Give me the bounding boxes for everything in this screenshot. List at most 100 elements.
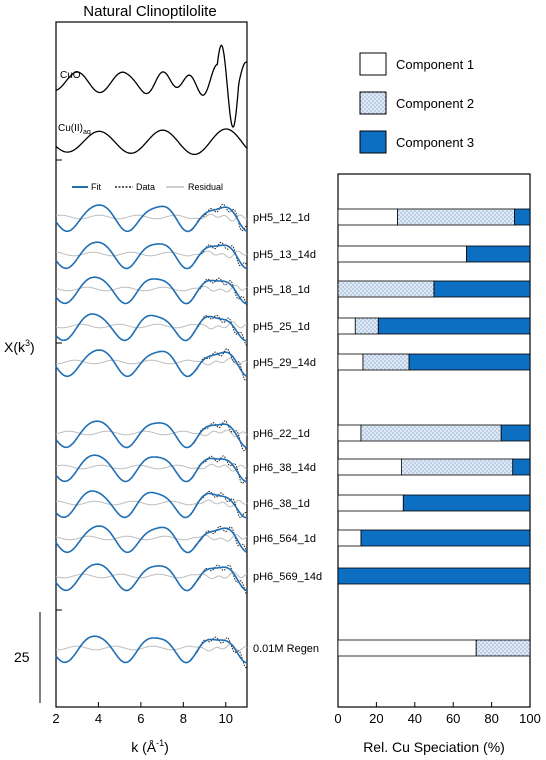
component-1-bar xyxy=(337,317,356,335)
component-3-bar xyxy=(377,317,531,335)
left-x-tick-label: 6 xyxy=(137,711,144,726)
right-x-tick-label: 100 xyxy=(519,711,541,726)
component-3-bar xyxy=(433,280,531,298)
residual-curve xyxy=(55,643,248,652)
residual-curve xyxy=(55,250,248,259)
left-x-label: k (Å-1) xyxy=(131,738,169,755)
component-2-bar xyxy=(475,639,531,657)
fit-curve xyxy=(55,241,248,270)
right-x-tick-label: 0 xyxy=(334,711,341,726)
residual-curve xyxy=(55,429,248,438)
component-3-bar xyxy=(512,458,531,476)
legend-data: Data xyxy=(136,182,155,192)
component-3-bar xyxy=(408,353,531,371)
sample-label: pH5_25_1d xyxy=(253,321,310,333)
residual-curve xyxy=(55,571,248,580)
component-1-bar xyxy=(337,208,398,226)
residual-curve xyxy=(56,499,248,508)
right-x-ticks: 0 20 40 60 80 100 xyxy=(334,702,541,726)
legend-fit: Fit xyxy=(91,182,101,192)
data-curve xyxy=(55,525,248,554)
sample-label: 0.01M Regen xyxy=(253,643,319,655)
speciation-legend: Component 1 Component 2 Component 3 xyxy=(359,52,474,154)
residual-curve xyxy=(55,463,248,472)
component-2-bar xyxy=(362,353,410,371)
sample-label: pH6_22_1d xyxy=(253,428,310,440)
fit-curve xyxy=(55,313,248,342)
component-3-bar xyxy=(360,529,531,547)
fit-curve xyxy=(55,563,248,592)
data-curve xyxy=(55,241,248,269)
left-panel-title: Natural Clinoptilolite xyxy=(83,3,216,20)
speciation-bars xyxy=(337,208,531,657)
sample-label: pH5_29_14d xyxy=(253,357,316,369)
right-x-tick-label: 60 xyxy=(446,711,460,726)
component-1-bar xyxy=(337,529,362,547)
component-1-bar xyxy=(337,424,362,442)
fit-curve xyxy=(55,204,248,233)
reference-curve-cuo xyxy=(55,44,248,128)
data-curve xyxy=(55,563,248,596)
residual-curve xyxy=(55,321,248,330)
reference-label-cu-aq: Cu(II)aq xyxy=(58,123,91,136)
left-x-tick-label: 10 xyxy=(219,711,233,726)
component-3-bar xyxy=(514,208,531,226)
left-x-tick-label: 2 xyxy=(52,711,59,726)
data-curve xyxy=(55,635,248,669)
right-x-tick-label: 80 xyxy=(484,711,498,726)
sample-label: pH6_38_14d xyxy=(253,462,316,474)
residual-curve xyxy=(56,357,248,366)
fit-curve xyxy=(55,635,248,664)
sample-label: pH5_18_1d xyxy=(253,284,310,296)
residual-curve xyxy=(55,213,247,222)
fit-curve xyxy=(55,490,248,519)
right-x-tick-label: 40 xyxy=(408,711,422,726)
data-curve xyxy=(55,454,248,484)
left-x-ticks: 2 4 6 8 10 xyxy=(52,702,233,726)
right-x-tick-label: 20 xyxy=(369,711,383,726)
legend-residual: Residual xyxy=(188,182,223,192)
spectra-legend: Fit Data Residual xyxy=(72,182,223,192)
sample-label: pH6_564_1d xyxy=(253,533,316,545)
legend-swatch-component-1 xyxy=(359,52,387,76)
sample-label: pH6_38_1d xyxy=(253,498,310,510)
left-y-label: X(k3) xyxy=(4,338,35,355)
residual-curve xyxy=(55,284,248,293)
data-curve xyxy=(55,420,248,452)
reference-curve-cu-aq xyxy=(55,128,248,156)
fit-curve xyxy=(55,276,248,305)
data-curve xyxy=(55,348,248,382)
component-2-bar xyxy=(397,208,515,226)
legend-label-component-3: Component 3 xyxy=(396,135,474,150)
component-3-bar xyxy=(402,494,531,512)
component-1-bar xyxy=(337,494,404,512)
fit-curve xyxy=(55,454,248,483)
sample-spectra xyxy=(55,203,248,669)
component-1-bar xyxy=(337,639,477,657)
component-2-bar xyxy=(354,317,379,335)
legend-label-component-2: Component 2 xyxy=(396,96,474,111)
component-3-bar xyxy=(337,567,531,585)
component-1-bar xyxy=(337,353,364,371)
data-curve xyxy=(55,203,248,232)
sample-label: pH6_569_14d xyxy=(253,571,322,583)
sample-labels: pH5_12_1d pH5_13_14d pH5_18_1d pH5_25_1d pH5… xyxy=(253,212,322,655)
component-3-bar xyxy=(466,245,531,263)
left-x-tick-label: 8 xyxy=(180,711,187,726)
component-2-bar xyxy=(360,424,502,442)
sample-label: pH5_12_1d xyxy=(253,212,310,224)
sample-label: pH5_13_14d xyxy=(253,249,316,261)
right-x-label: Rel. Cu Speciation (%) xyxy=(363,739,505,755)
reference-label-cuo: CuO xyxy=(60,70,81,81)
residual-curve xyxy=(55,533,248,542)
reference-spectra xyxy=(55,44,248,156)
component-3-bar xyxy=(500,424,531,442)
component-2-bar xyxy=(400,458,514,476)
component-1-bar xyxy=(337,245,468,263)
left-x-tick-label: 4 xyxy=(95,711,102,726)
fit-curve xyxy=(55,525,248,554)
left-plot-frame xyxy=(55,21,248,708)
component-2-bar xyxy=(337,280,435,298)
legend-swatch-component-3 xyxy=(359,130,387,154)
